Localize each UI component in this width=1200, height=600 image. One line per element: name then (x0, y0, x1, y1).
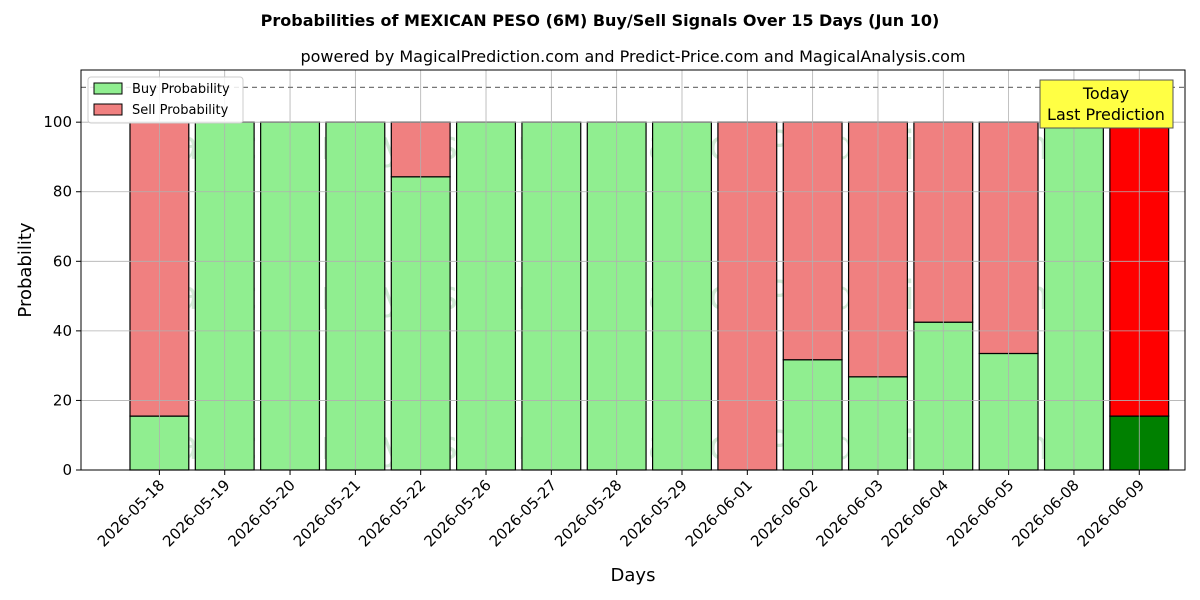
x-tick-label: 2026-06-08 (1008, 476, 1082, 550)
legend-sell-swatch (93, 103, 123, 116)
annotation-box (1039, 79, 1174, 129)
x-tick-label: 2026-06-03 (812, 476, 886, 550)
y-axis-label: Probability (15, 222, 36, 317)
x-axis-label: Days (611, 565, 656, 586)
y-tick-label: 80 (53, 183, 72, 201)
y-tick-label: 100 (43, 113, 72, 131)
x-tick-label: 2026-05-29 (616, 476, 690, 550)
x-tick-label: 2026-06-02 (747, 476, 821, 550)
axes-frame (80, 69, 1186, 471)
legend-frame (87, 76, 244, 124)
legend-buy-label: Buy Probability (132, 82, 230, 97)
y-tick-label: 20 (53, 391, 72, 409)
y-tick-label: 60 (53, 252, 72, 270)
x-tick-label: 2026-06-01 (682, 476, 756, 550)
chart-subtitle: powered by MagicalPrediction.com and Pre… (300, 47, 965, 66)
x-tick-label: 2026-05-18 (94, 476, 168, 550)
y-tick-label: 0 (62, 461, 72, 479)
x-tick-label: 2026-05-19 (159, 476, 233, 550)
annotation-line-2: Last Prediction (1047, 105, 1165, 124)
x-tick-label: 2026-05-21 (290, 476, 364, 550)
x-tick-label: 2026-06-05 (943, 476, 1017, 550)
y-tick-label: 40 (53, 322, 72, 340)
legend-buy-swatch (93, 82, 123, 95)
x-tick-label: 2026-05-26 (420, 476, 494, 550)
legend: Buy Probability Sell Probability (87, 76, 244, 124)
today-annotation: Today Last Prediction (1039, 79, 1174, 129)
legend-sell-label: Sell Probability (132, 103, 229, 118)
x-tick-label: 2026-05-22 (355, 476, 429, 550)
x-tick-label: 2026-05-27 (486, 476, 560, 550)
plot-area: MagicalAnalysis.comMagicalPrediction.com… (43, 69, 1186, 550)
chart-title: Probabilities of MEXICAN PESO (6M) Buy/S… (261, 11, 940, 30)
annotation-line-1: Today (1082, 84, 1129, 103)
x-tick-label: 2026-05-28 (551, 476, 625, 550)
x-tick-label: 2026-06-09 (1074, 476, 1148, 550)
x-tick-label: 2026-05-20 (224, 476, 298, 550)
x-tick-label: 2026-06-04 (878, 476, 952, 550)
